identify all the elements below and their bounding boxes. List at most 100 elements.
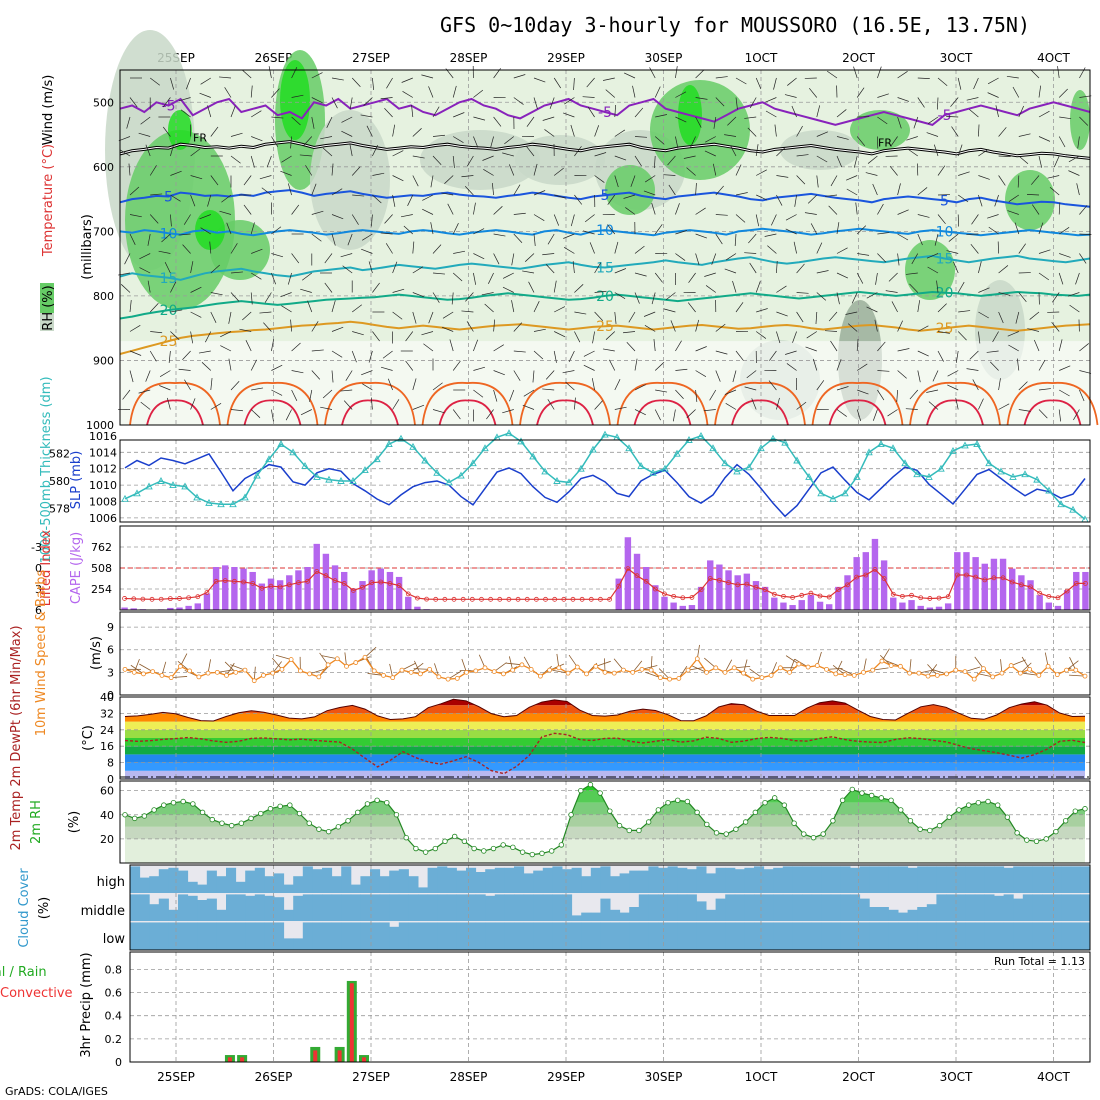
date-tick-label: 28SEP (450, 51, 488, 65)
wind-barb (978, 261, 982, 274)
wind-barb (412, 404, 425, 410)
wind-barb (422, 194, 434, 201)
wind-barb (199, 92, 211, 98)
cloud-middle-bar (245, 895, 256, 921)
wind-barb (651, 292, 656, 305)
cloud-middle-bar (715, 898, 726, 921)
wind-barb (184, 379, 191, 391)
cloud-middle-bar (590, 912, 601, 921)
wind-barb (473, 253, 485, 260)
dewpoint-line (124, 732, 1086, 775)
wind-speed-point (648, 667, 654, 673)
cape-bar (1036, 595, 1043, 610)
wind-barb (182, 350, 191, 361)
wind-barb (1075, 272, 1080, 285)
wind-barb (607, 194, 616, 205)
panel-frame (119, 439, 1091, 523)
rh-point (548, 848, 555, 854)
temperature-axis-label: Temperature (°C) (41, 144, 56, 257)
cloud-low-bar (869, 922, 880, 950)
wind-barb (311, 210, 324, 215)
wind-barb (592, 331, 595, 344)
wind-barb (170, 309, 183, 313)
cloud-high-bar (1042, 866, 1053, 893)
cape-bar (267, 578, 275, 610)
lifted-tick-label: 0 (35, 562, 42, 575)
rh-blob (905, 240, 955, 300)
precip-axis-label: 3hr Precip (mm) (79, 952, 94, 1057)
wind-barb (776, 194, 783, 206)
cloud-middle-bar (437, 894, 448, 921)
isotherm-label: 5 (940, 193, 949, 209)
wind-barb (372, 172, 385, 176)
wind-barb (978, 148, 989, 157)
wind-barb (1059, 365, 1071, 371)
wind-barb (412, 241, 415, 254)
wind-barb (874, 319, 878, 332)
wind-barb (917, 214, 930, 218)
wind-barb (271, 253, 284, 258)
wind-barb (643, 311, 656, 317)
thickness-point (709, 444, 717, 452)
wind-barb (587, 106, 595, 118)
wind-barb (271, 226, 282, 235)
cloud-high-bar (773, 867, 784, 893)
rh-point (481, 848, 487, 854)
wind-barb (747, 127, 757, 137)
temperature-band (125, 729, 1085, 738)
wind-barb (675, 368, 688, 371)
wind-barb (1018, 133, 1031, 137)
wind-barb (897, 320, 903, 332)
cape-bar (899, 602, 906, 610)
wind-barb (937, 303, 947, 313)
lifted-index-point (369, 580, 375, 586)
wind-speed-point (907, 670, 913, 676)
isotherm-30-arc (324, 382, 416, 426)
wind-barb (466, 155, 474, 167)
cloud-middle-bar (168, 909, 179, 921)
wind-barb (594, 290, 607, 293)
cloud-high-bar (1070, 866, 1081, 893)
wind-barb (856, 409, 862, 422)
rh-point (907, 818, 914, 824)
thickness-point (373, 455, 381, 463)
rh-point (306, 820, 312, 826)
date-tick-label: 4OCT (1037, 1070, 1070, 1084)
rh-unit-label: (%) (67, 811, 82, 834)
wind-barb (957, 144, 963, 157)
wind-barb (889, 165, 898, 176)
wind-barb (311, 183, 317, 196)
wind-barb (695, 370, 707, 377)
wind-barb (124, 253, 131, 265)
wind-barb (973, 77, 979, 90)
wind-barb (331, 97, 338, 109)
wind-barb (371, 397, 373, 410)
wind-barb (658, 668, 670, 680)
cloud-low-bar (1003, 922, 1014, 950)
cloud-low-bar (1013, 922, 1024, 950)
wind-speed-point (1054, 672, 1060, 678)
wind-barb (465, 292, 474, 302)
lifted-index-point (543, 596, 548, 602)
cape-bar (844, 575, 851, 610)
cloud-middle-bar (379, 894, 390, 921)
cloud-high-bar (869, 866, 880, 893)
wind-barb (491, 183, 494, 196)
rh-point (752, 809, 759, 816)
wind-barb (866, 292, 878, 299)
wind-barb (1059, 226, 1070, 235)
wind-barb (170, 194, 181, 202)
lifted-index-point (826, 594, 832, 600)
wind-barb (271, 409, 274, 422)
wind-barb (362, 233, 373, 241)
wind-barb (351, 214, 359, 225)
cape-bar (377, 568, 385, 610)
cloud-low-bar (350, 922, 361, 950)
cape-bar (771, 597, 778, 610)
cloud-low-bar (917, 922, 928, 950)
cloud-middle-bar (139, 894, 150, 921)
wind-barb (836, 359, 842, 371)
wind-barb (190, 331, 194, 344)
wind-barb (552, 669, 569, 674)
thickness-point (121, 494, 129, 502)
